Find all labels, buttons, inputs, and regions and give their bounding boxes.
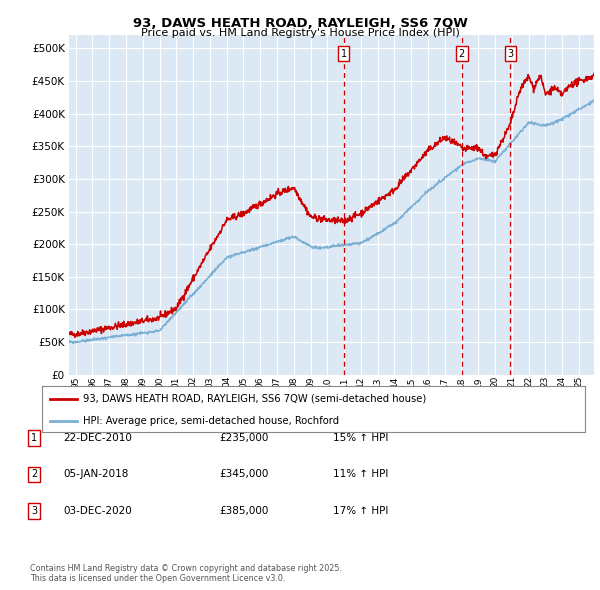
Text: 22-DEC-2010: 22-DEC-2010 [63,433,132,442]
Text: 03-DEC-2020: 03-DEC-2020 [63,506,132,516]
Text: Contains HM Land Registry data © Crown copyright and database right 2025.
This d: Contains HM Land Registry data © Crown c… [30,563,342,583]
Text: 1: 1 [341,48,347,58]
Text: 17% ↑ HPI: 17% ↑ HPI [333,506,388,516]
Text: £385,000: £385,000 [219,506,268,516]
Text: 3: 3 [31,506,37,516]
Text: 93, DAWS HEATH ROAD, RAYLEIGH, SS6 7QW: 93, DAWS HEATH ROAD, RAYLEIGH, SS6 7QW [133,17,467,30]
Text: Price paid vs. HM Land Registry's House Price Index (HPI): Price paid vs. HM Land Registry's House … [140,28,460,38]
Text: £345,000: £345,000 [219,470,268,479]
Text: 1: 1 [31,433,37,442]
Text: £235,000: £235,000 [219,433,268,442]
Text: 15% ↑ HPI: 15% ↑ HPI [333,433,388,442]
Text: 2: 2 [31,470,37,479]
Text: 93, DAWS HEATH ROAD, RAYLEIGH, SS6 7QW (semi-detached house): 93, DAWS HEATH ROAD, RAYLEIGH, SS6 7QW (… [83,394,426,404]
Text: 2: 2 [459,48,465,58]
Text: 11% ↑ HPI: 11% ↑ HPI [333,470,388,479]
Text: 3: 3 [508,48,514,58]
Text: HPI: Average price, semi-detached house, Rochford: HPI: Average price, semi-detached house,… [83,415,339,425]
Text: 05-JAN-2018: 05-JAN-2018 [63,470,128,479]
